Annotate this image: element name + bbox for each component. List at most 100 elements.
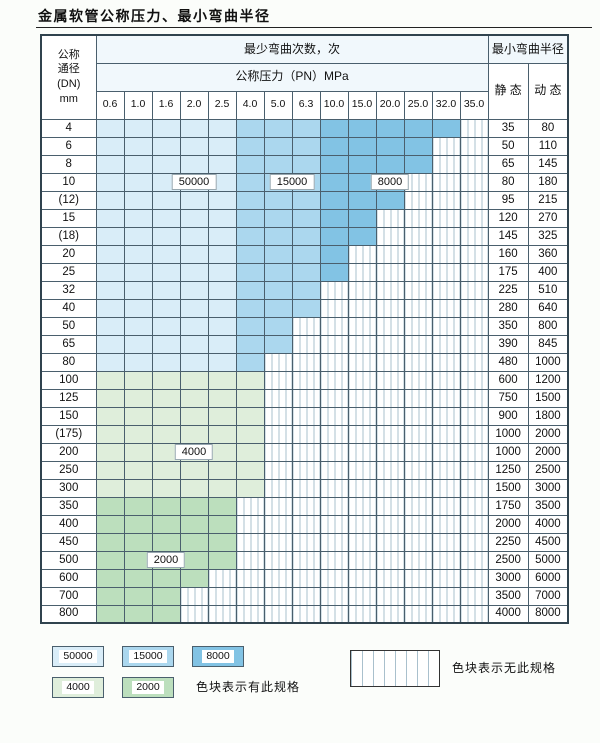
no-spec-cell [459, 280, 489, 300]
dynamic-radius-cell: 640 [527, 298, 569, 318]
no-spec-cell [235, 496, 265, 516]
table-row: 250 1250 2500 [40, 460, 569, 480]
spec-cell [95, 604, 125, 624]
spec-cell [235, 136, 265, 156]
table-row: 150 900 1800 [40, 406, 569, 426]
spec-cell [291, 262, 321, 282]
no-spec-cell [263, 460, 293, 480]
no-spec-cell [459, 244, 489, 264]
no-spec-cell [375, 442, 405, 462]
spec-cell [179, 514, 209, 534]
dynamic-radius-cell: 510 [527, 280, 569, 300]
spec-cell [179, 280, 209, 300]
no-spec-cell [207, 568, 237, 588]
no-spec-cell [375, 370, 405, 390]
spec-cell [179, 496, 209, 516]
spec-cell [123, 532, 153, 552]
spec-cell [95, 280, 125, 300]
table-row: 350 1750 3500 [40, 496, 569, 516]
legend-not-available-text: 色块表示无此规格 [452, 661, 557, 675]
spec-cell [319, 118, 349, 138]
spec-cell [95, 406, 125, 426]
static-radius-cell: 4000 [487, 604, 529, 624]
no-spec-cell [291, 388, 321, 408]
pressure-col-header: 4.0 [235, 90, 265, 120]
spec-cell [123, 460, 153, 480]
no-spec-cell [319, 406, 349, 426]
spec-cell [235, 370, 265, 390]
no-spec-cell [263, 550, 293, 570]
dn-header-line: mm [59, 93, 78, 106]
dn-column-header: 公称 通径 (DN) mm [40, 34, 97, 120]
no-spec-cell [319, 370, 349, 390]
legend-available-text: 色块表示有此规格 [196, 680, 301, 694]
no-spec-cell [207, 604, 237, 624]
no-spec-cell [459, 262, 489, 282]
no-spec-cell [347, 442, 377, 462]
spec-cell [235, 388, 265, 408]
spec-cell [375, 136, 405, 156]
no-spec-cell [459, 388, 489, 408]
spec-cell [123, 190, 153, 210]
no-spec-cell [431, 550, 461, 570]
spec-cell [95, 154, 125, 174]
spec-cell [179, 550, 209, 570]
spec-cell [347, 172, 377, 192]
spec-cell [319, 190, 349, 210]
no-spec-cell [319, 496, 349, 516]
dynamic-radius-cell: 270 [527, 208, 569, 228]
spec-cell [123, 424, 153, 444]
table-row: 10 80 180 [40, 172, 569, 192]
spec-cell [235, 208, 265, 228]
spec-cell [123, 568, 153, 588]
no-spec-cell [291, 604, 321, 624]
no-spec-cell [375, 586, 405, 606]
static-radius-cell: 175 [487, 262, 529, 282]
no-spec-cell [263, 586, 293, 606]
dynamic-radius-cell: 1800 [527, 406, 569, 426]
spec-cell [319, 172, 349, 192]
spec-cell [319, 208, 349, 228]
no-spec-cell [375, 604, 405, 624]
no-spec-cell [403, 298, 433, 318]
spec-cell [123, 370, 153, 390]
spec-cell [263, 280, 293, 300]
spec-cell [95, 532, 125, 552]
pressure-col-header: 1.6 [151, 90, 181, 120]
spec-cell [207, 208, 237, 228]
spec-cell [179, 118, 209, 138]
no-spec-cell [431, 334, 461, 354]
table-row: (18) 145 325 [40, 226, 569, 246]
no-spec-cell [431, 280, 461, 300]
no-spec-cell [459, 442, 489, 462]
spec-cell [95, 118, 125, 138]
spec-cell [95, 388, 125, 408]
spec-cell [123, 226, 153, 246]
no-spec-cell [375, 406, 405, 426]
spec-cell [179, 388, 209, 408]
no-spec-cell [431, 478, 461, 498]
no-spec-cell [291, 370, 321, 390]
pressure-header: 公称压力（PN）MPa [95, 62, 489, 92]
spec-cell [179, 136, 209, 156]
pressure-col-header: 25.0 [403, 90, 433, 120]
spec-cell [95, 460, 125, 480]
static-radius-cell: 3000 [487, 568, 529, 588]
no-spec-cell [403, 280, 433, 300]
no-spec-cell [431, 226, 461, 246]
spec-cell [123, 352, 153, 372]
static-radius-cell: 80 [487, 172, 529, 192]
dynamic-column-header: 动 态 [527, 62, 569, 120]
no-spec-cell [347, 550, 377, 570]
no-spec-cell [459, 496, 489, 516]
table-row: 200 1000 2000 [40, 442, 569, 462]
table-row: 4 35 80 [40, 118, 569, 138]
spec-cell [179, 460, 209, 480]
no-spec-cell [431, 514, 461, 534]
dn-cell: 150 [40, 406, 97, 426]
static-radius-cell: 120 [487, 208, 529, 228]
no-spec-cell [291, 478, 321, 498]
spec-cell [235, 316, 265, 336]
dynamic-radius-cell: 3500 [527, 496, 569, 516]
no-spec-cell [263, 604, 293, 624]
